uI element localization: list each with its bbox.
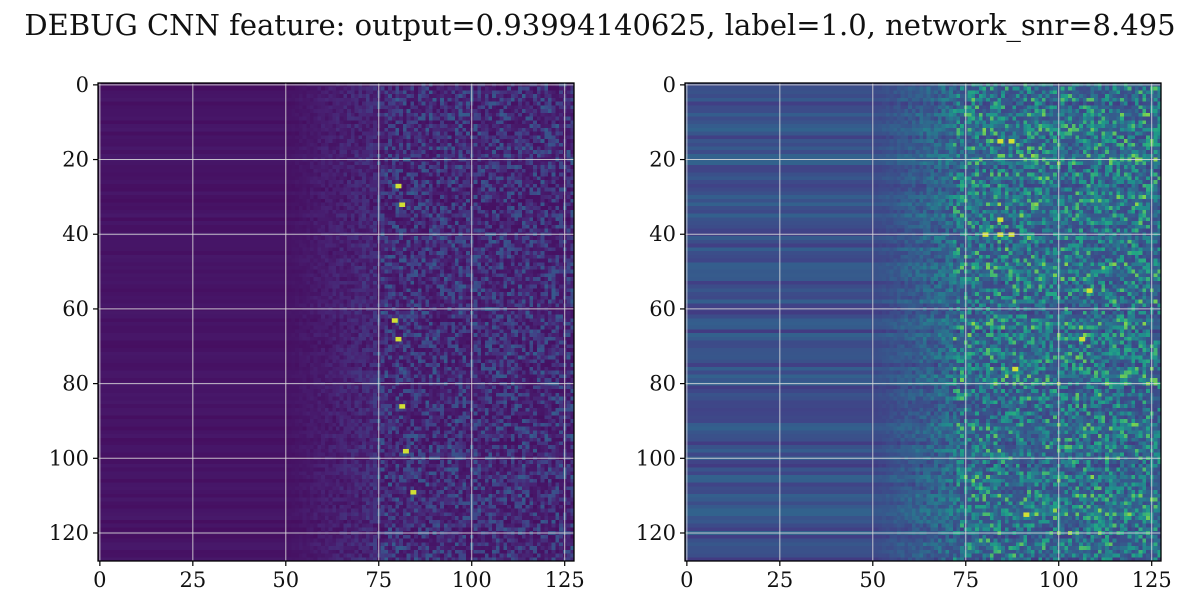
x-tick-label: 50 <box>859 568 886 592</box>
x-tick-label: 25 <box>179 568 206 592</box>
bright-spot <box>997 139 1004 144</box>
x-tick-label: 75 <box>952 568 979 592</box>
y-tick-label: 80 <box>62 372 89 396</box>
y-tick-label: 40 <box>649 222 676 246</box>
bright-spot <box>399 202 406 207</box>
y-tick-label: 0 <box>76 73 89 97</box>
x-tick-label: 125 <box>1132 568 1172 592</box>
x-tick-label: 75 <box>365 568 392 592</box>
bright-spot <box>395 183 402 189</box>
bright-spot <box>402 448 409 454</box>
bright-spot <box>410 490 417 495</box>
y-tick-label: 40 <box>62 222 89 246</box>
bright-spot <box>1008 139 1015 144</box>
heatmap-cells <box>98 83 574 561</box>
x-tick-label: 0 <box>93 568 106 592</box>
y-tick-label: 80 <box>649 372 676 396</box>
axes-frame <box>684 82 1162 562</box>
x-tick-label: 0 <box>680 568 693 592</box>
bright-spot <box>1086 288 1093 293</box>
y-tick-label: 60 <box>62 297 89 321</box>
y-tick-label: 20 <box>62 148 89 172</box>
x-tick-label: 50 <box>272 568 299 592</box>
y-tick-label: 120 <box>636 521 676 545</box>
x-tick-label: 125 <box>545 568 585 592</box>
heatmap-panel-left: 0 25 50 75 100 125 0 20 40 60 80 100 120 <box>49 73 585 592</box>
y-tick-label: 20 <box>649 148 676 172</box>
axes-frame <box>97 82 575 562</box>
x-tick-label: 25 <box>766 568 793 592</box>
x-tick-label: 100 <box>452 568 492 592</box>
y-tick-label: 60 <box>649 297 676 321</box>
figure-title: DEBUG CNN feature: output=0.93994140625,… <box>24 8 1176 42</box>
heatmap-panel-right: 0 25 50 75 100 125 0 20 40 60 80 100 120 <box>636 73 1172 592</box>
heatmap-cells <box>685 83 1161 561</box>
y-tick-label: 100 <box>49 446 89 470</box>
x-tick-label: 100 <box>1039 568 1079 592</box>
bright-spot <box>997 217 1004 222</box>
y-tick-label: 120 <box>49 521 89 545</box>
bright-spot <box>391 318 398 323</box>
bright-spot <box>1079 336 1086 342</box>
bright-spot <box>399 404 406 409</box>
y-tick-label: 0 <box>663 73 676 97</box>
bright-spot <box>1012 366 1019 372</box>
bright-spot <box>395 336 402 342</box>
y-tick-label: 100 <box>636 446 676 470</box>
bright-spot <box>1023 512 1030 517</box>
